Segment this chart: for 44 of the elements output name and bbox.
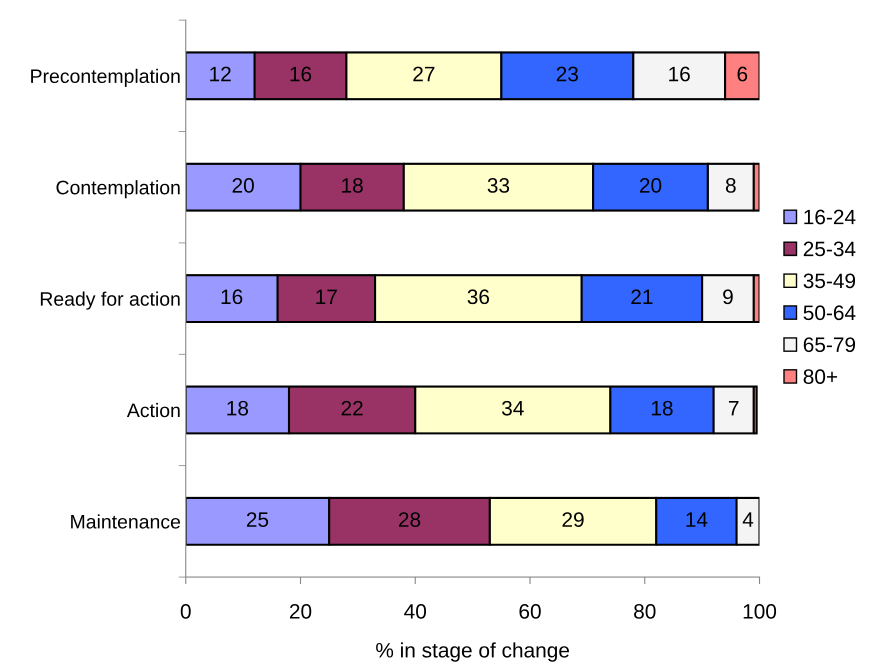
y-tick-label: Action — [126, 402, 180, 418]
legend-label: 16-24 — [804, 210, 856, 224]
data-label: 20 — [232, 178, 254, 193]
legend-label: 50-64 — [804, 305, 856, 320]
data-label: 20 — [640, 178, 662, 193]
data-label: 22 — [342, 400, 363, 416]
data-label: 33 — [488, 178, 510, 193]
data-label: 4 — [742, 512, 754, 527]
data-label: 16 — [222, 289, 242, 304]
data-label: 12 — [210, 66, 231, 82]
y-tick-label: Maintenance — [71, 514, 180, 529]
data-label: 18 — [227, 400, 248, 416]
x-tick-label: 0 — [180, 604, 191, 619]
data-label: 6 — [738, 66, 748, 82]
data-label: 8 — [726, 178, 736, 193]
data-label: 16 — [669, 66, 690, 82]
data-label: 25 — [246, 512, 268, 527]
data-label: 27 — [413, 66, 434, 82]
data-label: 9 — [723, 289, 733, 304]
x-axis-title: % in stage of change — [376, 642, 569, 662]
data-label: 29 — [562, 512, 584, 527]
y-tick-label: Ready for action — [40, 292, 180, 310]
data-label: 34 — [502, 400, 524, 416]
data-label: 17 — [316, 290, 337, 304]
data-label: 14 — [686, 512, 708, 527]
data-label: 36 — [468, 289, 490, 304]
legend-label: 65-79 — [804, 337, 856, 352]
data-label: 7 — [728, 401, 738, 416]
data-label: 18 — [342, 178, 363, 193]
data-label: 28 — [398, 512, 420, 527]
legend-label: 25-34 — [804, 242, 856, 256]
x-tick-label: 60 — [519, 604, 541, 619]
x-tick-label: 40 — [404, 604, 426, 619]
data-label: 21 — [631, 289, 652, 304]
data-label: 18 — [652, 400, 673, 416]
legend-label: 80+ — [804, 369, 838, 384]
x-tick-label: 20 — [290, 604, 312, 619]
x-tick-label: 100 — [744, 604, 776, 619]
y-tick-label: Precontemplation — [31, 68, 180, 87]
y-tick-label: Contemplation — [56, 180, 180, 198]
data-label: 16 — [290, 66, 312, 82]
data-label: 23 — [556, 66, 578, 82]
x-tick-label: 80 — [634, 604, 656, 619]
legend-label: 35-49 — [804, 273, 856, 288]
